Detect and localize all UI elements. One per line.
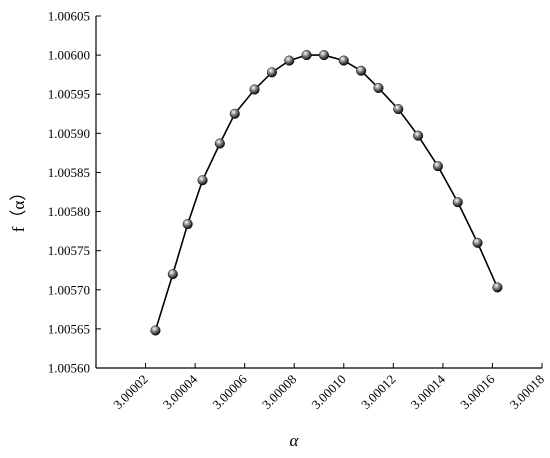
y-tick-label: 1.00580: [48, 204, 90, 219]
x-tick-label: 3.00018: [507, 372, 547, 412]
data-point: [393, 104, 404, 115]
data-point: [373, 82, 384, 94]
x-tick-label: 3.00014: [408, 371, 449, 412]
data-point: [432, 161, 443, 172]
y-tick-label: 1.00585: [48, 165, 90, 180]
data-point: [301, 50, 312, 61]
data-point: [318, 50, 330, 61]
data-point: [266, 67, 277, 78]
y-tick-label: 1.00590: [48, 126, 90, 141]
data-point: [249, 84, 260, 95]
data-point: [214, 138, 225, 149]
y-tick-label: 1.00575: [48, 243, 90, 258]
x-tick-label: 3.00002: [110, 372, 150, 412]
data-point: [197, 175, 208, 186]
data-point: [413, 130, 424, 141]
data-point: [229, 108, 240, 119]
y-tick-label: 1.00565: [48, 321, 90, 336]
x-tick-label: 3.00004: [160, 371, 201, 412]
x-tick-label: 3.00012: [358, 372, 398, 412]
data-point: [167, 269, 178, 280]
y-tick-label: 1.00600: [48, 48, 90, 63]
y-tick-label: 1.00605: [48, 9, 90, 24]
x-tick-label: 3.00008: [259, 372, 299, 412]
data-point: [284, 55, 295, 66]
series-line: [154, 54, 499, 331]
y-tick-label: 1.00560: [48, 361, 90, 376]
x-tick-label: 3.00016: [457, 371, 498, 412]
y-tick-label: 1.00570: [48, 282, 90, 297]
data-point: [472, 237, 483, 248]
data-point: [492, 282, 503, 293]
x-axis-title: α: [290, 431, 300, 450]
x-tick-label: 3.00010: [308, 372, 348, 412]
y-axis-title: f（α）: [9, 184, 28, 233]
data-point: [338, 55, 349, 66]
plot-area: [150, 50, 503, 336]
data-point: [150, 325, 161, 336]
x-tick-label: 3.00006: [209, 371, 250, 412]
data-point: [356, 65, 367, 76]
y-tick-label: 1.00595: [48, 87, 90, 102]
data-point: [182, 219, 193, 230]
axes: 1.00560 1.00565 1.00570 1.00575 1.00580 1.005…: [48, 9, 547, 412]
data-point: [452, 197, 463, 208]
